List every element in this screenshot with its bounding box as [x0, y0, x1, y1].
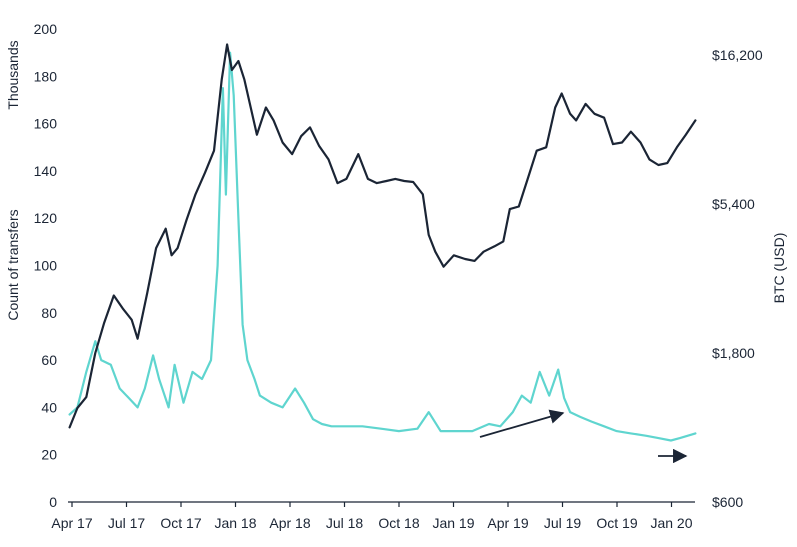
right-tick-label: $5,400: [712, 196, 755, 212]
left-tick-label: 160: [34, 116, 58, 132]
x-tick-label: Apr 18: [269, 515, 310, 531]
left-tick-label: 120: [34, 210, 58, 226]
x-tick-label: Oct 18: [378, 515, 419, 531]
transfer-count-line: [68, 51, 697, 442]
left-tick-label: 100: [34, 258, 58, 274]
left-tick-label: 60: [41, 352, 57, 368]
x-tick-label: Jan 18: [214, 515, 256, 531]
left-tick-label: 80: [41, 305, 57, 321]
right-tick-label: $16,200: [712, 47, 763, 63]
x-axis-ticks: Apr 17 Jul 17 Oct 17 Jan 18 Apr 18 Jul 18 Oct …: [51, 502, 693, 531]
right-axis-title: BTC (USD): [771, 233, 787, 304]
left-axis-unit: Thousands: [5, 40, 21, 109]
x-tick-label: Apr 19: [487, 515, 528, 531]
right-tick-label: $600: [712, 494, 743, 510]
left-tick-label: 40: [41, 399, 57, 415]
left-tick-label: 140: [34, 163, 58, 179]
left-tick-label: 20: [41, 447, 57, 463]
left-axis-ticks: 0 20 40 60 80 100 120 140 160 180 200: [34, 21, 58, 510]
right-tick-label: $1,800: [712, 345, 755, 361]
right-axis-ticks: $600 $1,800 $5,400 $16,200: [712, 47, 763, 510]
x-tick-label: Apr 17: [51, 515, 92, 531]
x-tick-label: Jul 19: [544, 515, 582, 531]
btc-price-line: [68, 43, 697, 429]
series-layer: [68, 43, 697, 442]
x-tick-label: Jul 18: [326, 515, 364, 531]
x-tick-label: Oct 19: [596, 515, 637, 531]
x-tick-label: Jul 17: [108, 515, 146, 531]
annotation-arrow-up-right: [479, 409, 565, 438]
left-axis-title: Count of transfers: [5, 209, 21, 320]
left-tick-label: 180: [34, 68, 58, 84]
x-tick-label: Jan 20: [650, 515, 692, 531]
x-tick-label: Oct 17: [160, 515, 201, 531]
left-tick-label: 0: [49, 494, 57, 510]
left-tick-label: 200: [34, 21, 58, 37]
x-tick-label: Jan 19: [432, 515, 474, 531]
